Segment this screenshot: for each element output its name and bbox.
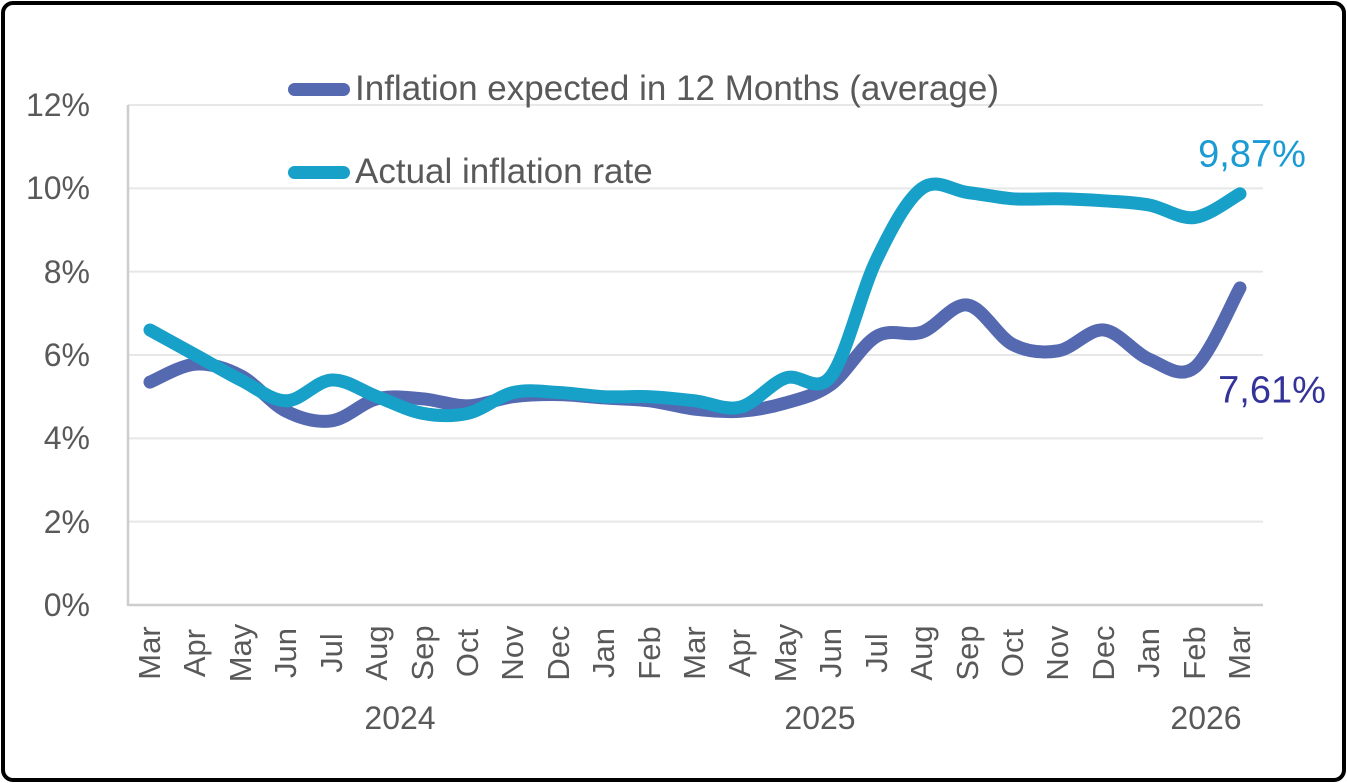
legend-label-expected-inflation: Inflation expected in 12 Months (average… xyxy=(355,69,999,108)
actual-inflation-line-swatch-icon xyxy=(288,165,350,179)
x-axis-year-label-2024: 2024 xyxy=(364,700,436,736)
y-axis-tick-label-0pct: 0% xyxy=(43,587,90,623)
expected-inflation-line-swatch-icon xyxy=(288,82,350,96)
data-label-actual-inflation-latest: 9,87% xyxy=(1198,133,1306,176)
x-axis-year-label-2025: 2025 xyxy=(784,700,856,736)
legend-item-expected-inflation: Inflation expected in 12 Months (average… xyxy=(288,69,999,108)
data-label-expected-inflation-latest: 7,61% xyxy=(1218,369,1326,412)
series-line-actual-inflation xyxy=(143,177,1247,423)
y-axis-tick-label-8pct: 8% xyxy=(43,253,90,290)
x-axis-month-label-nov-20: Nov xyxy=(1040,625,1076,681)
legend-label-actual-inflation: Actual inflation rate xyxy=(355,152,653,191)
y-axis-tick-label-6pct: 6% xyxy=(43,337,90,373)
y-axis-tick-label-4pct: 4% xyxy=(43,420,90,457)
y-axis-tick-label-12pct: 12% xyxy=(25,87,90,123)
x-axis-month-label-aug-17: Aug xyxy=(904,625,940,681)
x-axis-month-label-oct-19: Oct xyxy=(994,628,1030,678)
x-axis-month-label-oct-7: Oct xyxy=(449,628,485,678)
x-axis-month-label-feb-11: Feb xyxy=(631,626,667,680)
x-axis-month-label-feb-23: Feb xyxy=(1176,626,1212,680)
x-axis-month-label-jun-15: Jun xyxy=(813,628,849,678)
x-axis-month-label-dec-9: Dec xyxy=(540,625,576,681)
x-axis-month-label-mar-24: Mar xyxy=(1222,626,1257,680)
x-axis-month-label-dec-21: Dec xyxy=(1085,625,1121,681)
y-axis-tick-label-2pct: 2% xyxy=(43,503,90,540)
x-axis-month-label-jul-16: Jul xyxy=(858,633,894,673)
x-axis-month-label-jun-3: Jun xyxy=(268,628,304,678)
x-axis-month-label-aug-5: Aug xyxy=(359,625,395,681)
x-axis-month-label-nov-8: Nov xyxy=(495,625,531,681)
x-axis-month-label-apr-13: Apr xyxy=(722,628,758,678)
x-axis-month-label-may-2: May xyxy=(222,623,258,683)
x-axis-month-label-mar-0: Mar xyxy=(132,626,167,680)
x-axis-year-label-2026: 2026 xyxy=(1170,700,1242,736)
legend-item-actual-inflation: Actual inflation rate xyxy=(288,152,653,191)
y-axis-tick-label-10pct: 10% xyxy=(25,170,90,207)
x-axis-month-label-sep-6: Sep xyxy=(404,625,440,681)
x-axis-month-label-sep-18: Sep xyxy=(949,625,985,681)
x-axis-month-label-apr-1: Apr xyxy=(177,628,213,678)
x-axis-month-label-may-14: May xyxy=(767,623,803,683)
series-line-expected-inflation xyxy=(143,281,1247,428)
x-axis-month-label-jan-10: Jan xyxy=(586,628,622,678)
x-axis-month-label-jan-22: Jan xyxy=(1131,628,1167,678)
x-axis-month-label-mar-12: Mar xyxy=(677,626,712,680)
x-axis-month-label-jul-4: Jul xyxy=(313,633,349,673)
